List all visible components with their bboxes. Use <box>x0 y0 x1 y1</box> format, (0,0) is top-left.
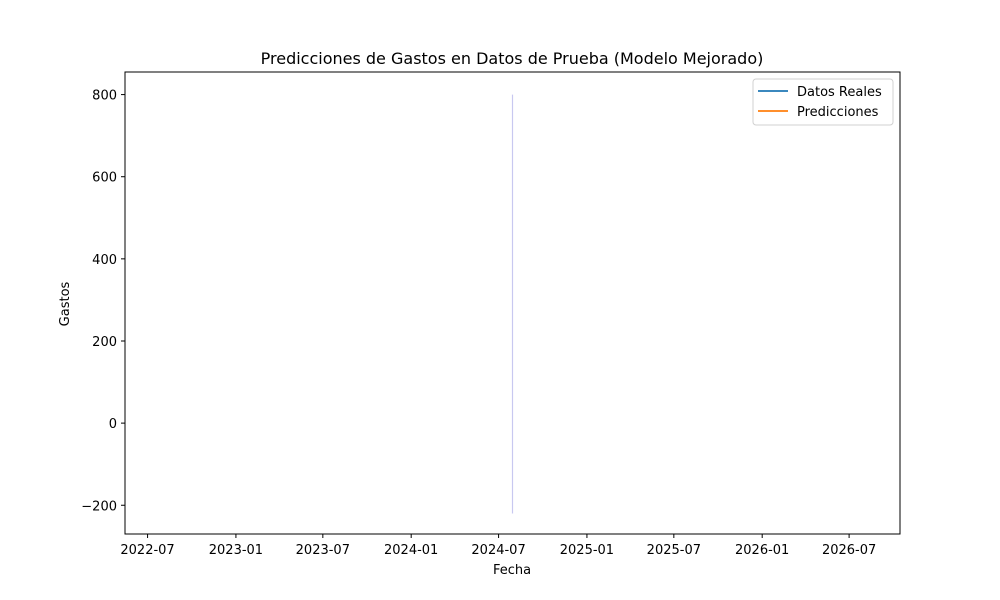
x-tick-label: 2023-07 <box>296 543 350 558</box>
y-tick-label: −200 <box>81 499 117 514</box>
x-tick-label: 2026-01 <box>735 543 789 558</box>
y-tick-label: 400 <box>92 253 117 268</box>
x-tick-label: 2024-07 <box>471 543 525 558</box>
x-axis-label: Fecha <box>493 563 531 578</box>
axes-frame <box>124 71 901 535</box>
y-tick-label: 200 <box>92 335 117 350</box>
chart-title: Predicciones de Gastos en Datos de Prueb… <box>261 49 764 68</box>
x-tick-label: 2022-07 <box>120 543 174 558</box>
x-tick-label: 2025-07 <box>647 543 701 558</box>
x-tick-label: 2024-01 <box>384 543 438 558</box>
x-tick-label: 2025-01 <box>560 543 614 558</box>
x-axis: 2022-07 2023-01 2023-07 2024-01 2024-07 2025-… <box>120 534 876 558</box>
x-tick-label: 2026-07 <box>822 543 876 558</box>
y-axis: −200 0 200 400 600 800 <box>81 89 125 514</box>
legend-label: Predicciones <box>797 105 879 120</box>
legend: Datos Reales Predicciones <box>752 78 894 126</box>
y-tick-label: 800 <box>92 89 117 104</box>
legend-label: Datos Reales <box>797 85 882 100</box>
y-tick-label: 600 <box>92 171 117 186</box>
y-axis-label: Gastos <box>58 281 73 326</box>
y-tick-label: 0 <box>109 417 117 432</box>
x-tick-label: 2023-01 <box>209 543 263 558</box>
